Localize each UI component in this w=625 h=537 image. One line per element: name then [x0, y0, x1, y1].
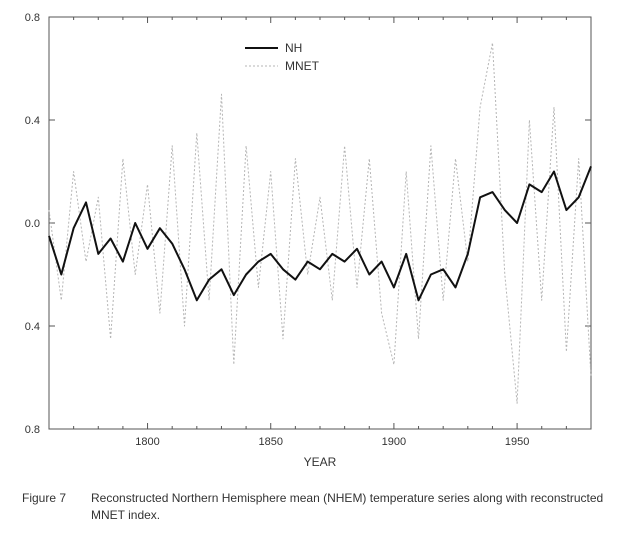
series-line-mnet — [48, 42, 592, 404]
legend-label-mnet: MNET — [285, 59, 320, 73]
caption-text: Reconstructed Northern Hemisphere mean (… — [91, 491, 604, 522]
series-nh — [48, 166, 592, 302]
y-tick-label: 0.0 — [25, 218, 40, 230]
figure-caption: Figure 7 Reconstructed Northern Hemisphe… — [22, 490, 612, 524]
y-tick-label: 0.4 — [25, 115, 40, 127]
y-tick-label: 0.4 — [25, 321, 40, 333]
plot-area — [48, 16, 592, 430]
x-tick-label: 1850 — [258, 436, 282, 448]
series-mnet — [48, 42, 592, 404]
x-tick-label: 1800 — [135, 436, 159, 448]
legend: NH MNET — [245, 41, 320, 73]
x-axis-label: YEAR — [304, 455, 337, 469]
legend-label-nh: NH — [285, 41, 302, 55]
caption-label: Figure 7 — [22, 491, 67, 505]
x-tick-label: 1900 — [382, 436, 406, 448]
y-tick-label: 0.8 — [25, 424, 40, 436]
series-line-nh — [48, 166, 592, 302]
x-tick-label: 1950 — [505, 436, 529, 448]
y-tick-label: 0.8 — [25, 12, 40, 24]
